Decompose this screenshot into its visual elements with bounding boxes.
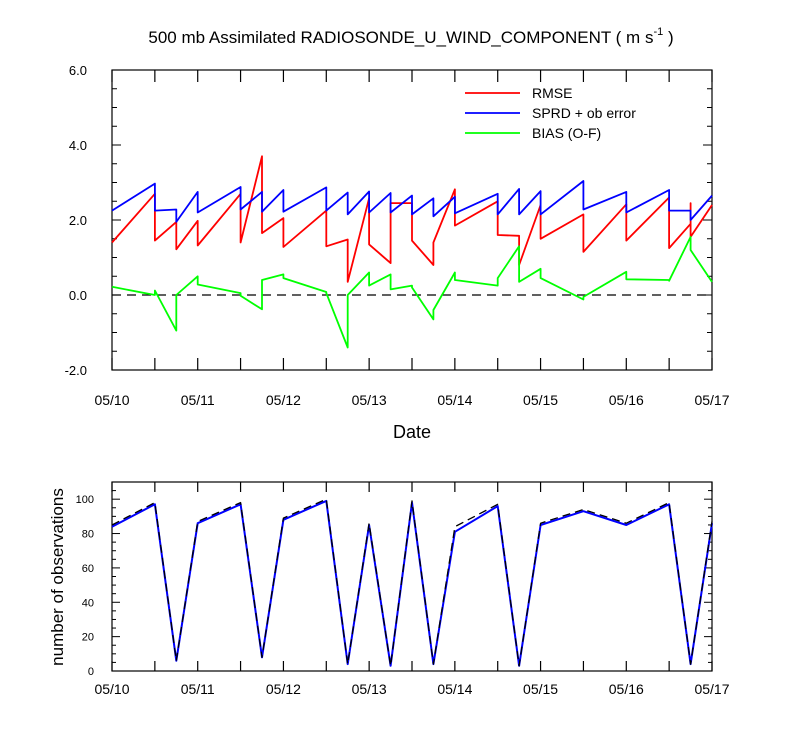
x-tick-label: 05/12 <box>266 392 301 408</box>
series-line-rmse <box>111 155 713 283</box>
top-ticks <box>111 69 713 371</box>
legend-label: SPRD + ob error <box>532 105 636 121</box>
bottom-plot-frame <box>111 481 713 672</box>
y-tick-label: 20 <box>82 632 94 644</box>
top-chart: 500 mb Assimilated RADIOSONDE_U_WIND_COM… <box>65 26 730 442</box>
bottom-y-axis-label: number of observations <box>48 488 67 666</box>
y-tick-label: 80 <box>82 529 94 541</box>
observations-solid-line <box>111 499 713 667</box>
bottom-x-tick-labels: 05/10 05/11 05/12 05/13 05/14 05/15 05/16 05/17 <box>94 681 729 697</box>
legend-label: BIAS (O-F) <box>532 125 601 141</box>
y-tick-label: 0.0 <box>69 288 87 303</box>
x-tick-label: 05/16 <box>609 681 644 697</box>
series-line-sprd-ob-error <box>111 180 713 223</box>
y-tick-label: -2.0 <box>65 363 87 378</box>
y-tick-label: 4.0 <box>69 138 87 153</box>
x-tick-label: 05/10 <box>94 681 129 697</box>
x-tick-label: 05/17 <box>694 392 729 408</box>
x-tick-label: 05/11 <box>181 392 215 408</box>
y-tick-label: 100 <box>76 494 94 506</box>
x-tick-label: 05/13 <box>352 681 387 697</box>
series-line-bias-o-f- <box>111 235 713 349</box>
top-x-tick-labels: 05/10 05/11 05/12 05/13 05/14 05/15 05/16 05/17 <box>94 392 729 408</box>
top-series <box>111 155 713 349</box>
x-tick-label: 05/16 <box>609 392 644 408</box>
legend: RMSE SPRD + ob error BIAS (O-F) <box>465 85 636 141</box>
bottom-ticks <box>111 481 713 672</box>
y-tick-label: 60 <box>82 563 94 575</box>
legend-label: RMSE <box>532 85 572 101</box>
top-chart-title: 500 mb Assimilated RADIOSONDE_U_WIND_COM… <box>148 26 673 47</box>
bottom-series <box>111 498 713 667</box>
top-x-axis-label: Date <box>393 422 431 442</box>
x-tick-label: 05/11 <box>181 681 215 697</box>
x-tick-label: 05/13 <box>352 392 387 408</box>
x-tick-label: 05/15 <box>523 392 558 408</box>
y-tick-label: 0 <box>88 666 94 678</box>
x-tick-label: 05/12 <box>266 681 301 697</box>
y-tick-label: 2.0 <box>69 213 87 228</box>
x-tick-label: 05/14 <box>437 681 472 697</box>
top-y-tick-labels: -2.0 0.0 2.0 4.0 6.0 <box>65 63 87 378</box>
x-tick-label: 05/10 <box>94 392 129 408</box>
bottom-y-tick-labels: 0 20 40 60 80 100 <box>76 494 94 678</box>
x-tick-label: 05/17 <box>694 681 729 697</box>
title-suffix: ) <box>663 28 673 47</box>
observations-dashed-line <box>111 498 713 667</box>
y-tick-label: 6.0 <box>69 63 87 78</box>
title-superscript: -1 <box>653 26 663 38</box>
y-tick-label: 40 <box>82 597 94 609</box>
x-tick-label: 05/15 <box>523 681 558 697</box>
x-tick-label: 05/14 <box>437 392 472 408</box>
